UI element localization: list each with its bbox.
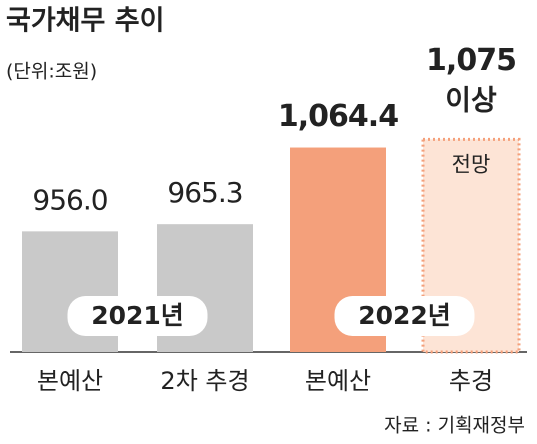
chart-title: 국가채무 추이 xyxy=(6,6,164,37)
group-pill xyxy=(67,296,208,336)
source: 자료 : 기획재정부 xyxy=(384,415,525,437)
chart-subtitle: (단위:조원) xyxy=(6,61,97,83)
x-tick-label: 본예산 xyxy=(305,367,371,395)
x-tick-label: 추경 xyxy=(449,367,493,395)
value-label: 965.3 xyxy=(167,176,242,209)
group-label: 2021년 xyxy=(91,301,184,330)
value-label: 1,075 xyxy=(426,43,516,78)
value-label: 1,064.4 xyxy=(278,99,398,134)
annotation: 이상 xyxy=(445,83,497,116)
x-tick-label: 2차 추경 xyxy=(160,367,249,395)
annotation: 전망 xyxy=(452,152,491,176)
group-pill xyxy=(334,296,475,336)
value-label: 956.0 xyxy=(32,183,107,216)
x-tick-label: 본예산 xyxy=(37,367,103,395)
group-label: 2022년 xyxy=(358,301,451,330)
